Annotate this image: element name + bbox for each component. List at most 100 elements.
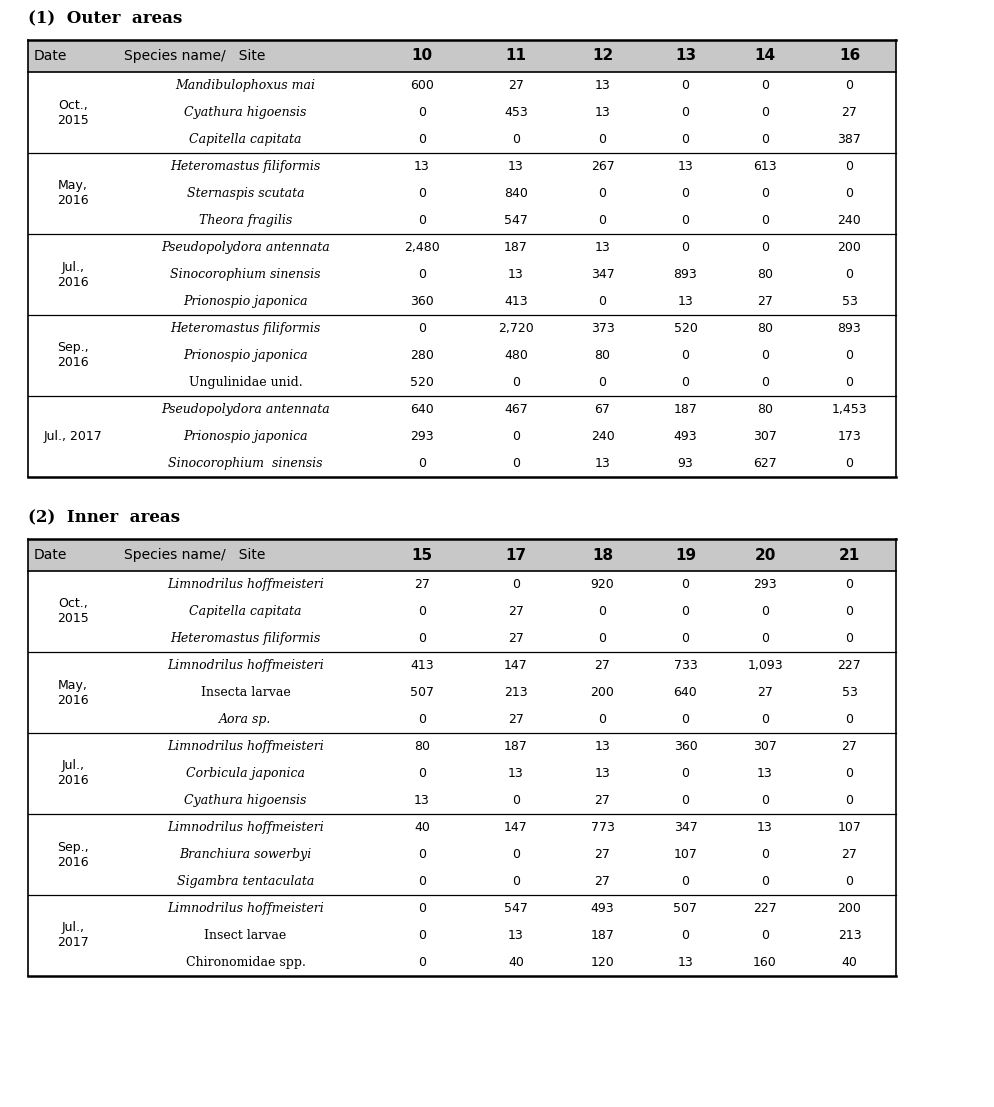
Text: 507: 507 <box>410 686 434 699</box>
Text: 613: 613 <box>753 161 777 173</box>
Text: 453: 453 <box>504 106 528 118</box>
Text: Sigambra tentaculata: Sigambra tentaculata <box>177 875 314 888</box>
Text: 0: 0 <box>761 875 769 888</box>
Text: Insect larvae: Insect larvae <box>205 929 286 942</box>
Bar <box>28 234 896 315</box>
Text: 0: 0 <box>761 376 769 389</box>
Text: 27: 27 <box>842 106 858 118</box>
Text: 0: 0 <box>598 632 606 645</box>
Text: Heteromastus filiformis: Heteromastus filiformis <box>170 322 321 335</box>
Text: 0: 0 <box>846 79 854 92</box>
Text: Theora fragilis: Theora fragilis <box>199 214 292 227</box>
Text: Sinocorophium  sinensis: Sinocorophium sinensis <box>168 457 323 470</box>
Text: 40: 40 <box>414 821 430 834</box>
Text: 107: 107 <box>674 848 698 861</box>
Text: 547: 547 <box>504 902 528 915</box>
Text: Oct.,
2015: Oct., 2015 <box>57 598 88 625</box>
Text: Heteromastus filiformis: Heteromastus filiformis <box>170 161 321 173</box>
Text: 13: 13 <box>414 161 429 173</box>
Text: 14: 14 <box>754 49 775 63</box>
Text: Jul.,
2016: Jul., 2016 <box>58 759 88 787</box>
Text: Aora sp.: Aora sp. <box>220 713 271 726</box>
Text: 53: 53 <box>842 294 858 308</box>
Text: Branchiura sowerbyi: Branchiura sowerbyi <box>179 848 312 861</box>
Text: 0: 0 <box>682 214 690 227</box>
Text: 0: 0 <box>682 794 690 807</box>
Text: 13: 13 <box>678 956 694 969</box>
Text: Insecta larvae: Insecta larvae <box>201 686 290 699</box>
Text: 0: 0 <box>418 632 426 645</box>
Text: 0: 0 <box>598 187 606 200</box>
Text: 0: 0 <box>846 767 854 780</box>
Text: 0: 0 <box>761 349 769 362</box>
Text: 0: 0 <box>682 713 690 726</box>
Text: Sternaspis scutata: Sternaspis scutata <box>187 187 304 200</box>
Text: 27: 27 <box>842 739 858 753</box>
Text: 0: 0 <box>512 430 520 443</box>
Text: 2,720: 2,720 <box>498 322 534 335</box>
Text: 293: 293 <box>411 430 433 443</box>
Text: 840: 840 <box>504 187 528 200</box>
Text: 493: 493 <box>674 430 698 443</box>
Text: 0: 0 <box>761 214 769 227</box>
Text: 0: 0 <box>682 376 690 389</box>
Text: 520: 520 <box>411 376 434 389</box>
Text: 80: 80 <box>594 349 610 362</box>
Text: 107: 107 <box>838 821 862 834</box>
Text: 507: 507 <box>674 902 698 915</box>
Text: 0: 0 <box>846 349 854 362</box>
Text: 0: 0 <box>418 187 426 200</box>
Text: Limnodrilus hoffmeisteri: Limnodrilus hoffmeisteri <box>167 659 324 672</box>
Text: 0: 0 <box>598 214 606 227</box>
Text: 10: 10 <box>412 49 432 63</box>
Text: 627: 627 <box>753 457 777 470</box>
Bar <box>28 733 896 814</box>
Text: 27: 27 <box>757 294 773 308</box>
Text: 27: 27 <box>594 659 610 672</box>
Text: 0: 0 <box>846 713 854 726</box>
Text: 13: 13 <box>594 739 610 753</box>
Text: 1,093: 1,093 <box>747 659 783 672</box>
Text: Jul.,
2017: Jul., 2017 <box>57 921 88 950</box>
Text: 187: 187 <box>504 739 528 753</box>
Text: 307: 307 <box>753 739 777 753</box>
Text: 0: 0 <box>598 713 606 726</box>
Text: 467: 467 <box>504 403 528 416</box>
Text: 373: 373 <box>590 322 614 335</box>
Text: 0: 0 <box>418 848 426 861</box>
Text: 0: 0 <box>598 294 606 308</box>
Text: 16: 16 <box>839 49 860 63</box>
Text: 13: 13 <box>508 767 524 780</box>
Text: 0: 0 <box>682 578 690 591</box>
Text: 493: 493 <box>590 902 614 915</box>
Text: 21: 21 <box>839 548 860 562</box>
Text: 0: 0 <box>761 241 769 254</box>
Text: 0: 0 <box>761 929 769 942</box>
Text: 0: 0 <box>682 632 690 645</box>
Text: 0: 0 <box>761 794 769 807</box>
Text: Corbicula japonica: Corbicula japonica <box>186 767 305 780</box>
Text: 13: 13 <box>757 821 773 834</box>
Text: 0: 0 <box>846 632 854 645</box>
Text: 27: 27 <box>757 686 773 699</box>
Bar <box>28 652 896 733</box>
Text: 80: 80 <box>757 268 773 281</box>
Text: 0: 0 <box>682 187 690 200</box>
Text: 40: 40 <box>508 956 524 969</box>
Text: 0: 0 <box>418 956 426 969</box>
Text: 80: 80 <box>757 322 773 335</box>
Text: 0: 0 <box>682 241 690 254</box>
Text: 0: 0 <box>512 578 520 591</box>
Text: 347: 347 <box>674 821 698 834</box>
Text: 147: 147 <box>504 659 528 672</box>
Text: 0: 0 <box>418 713 426 726</box>
Text: 0: 0 <box>512 133 520 146</box>
Text: 360: 360 <box>674 739 698 753</box>
Text: 27: 27 <box>508 606 524 618</box>
Text: Mandibulophoxus mai: Mandibulophoxus mai <box>176 79 315 92</box>
Text: 13: 13 <box>414 794 429 807</box>
Text: 2,480: 2,480 <box>405 241 440 254</box>
Bar <box>28 814 896 894</box>
Bar <box>28 153 896 234</box>
Text: Sep.,
2016: Sep., 2016 <box>58 341 88 370</box>
